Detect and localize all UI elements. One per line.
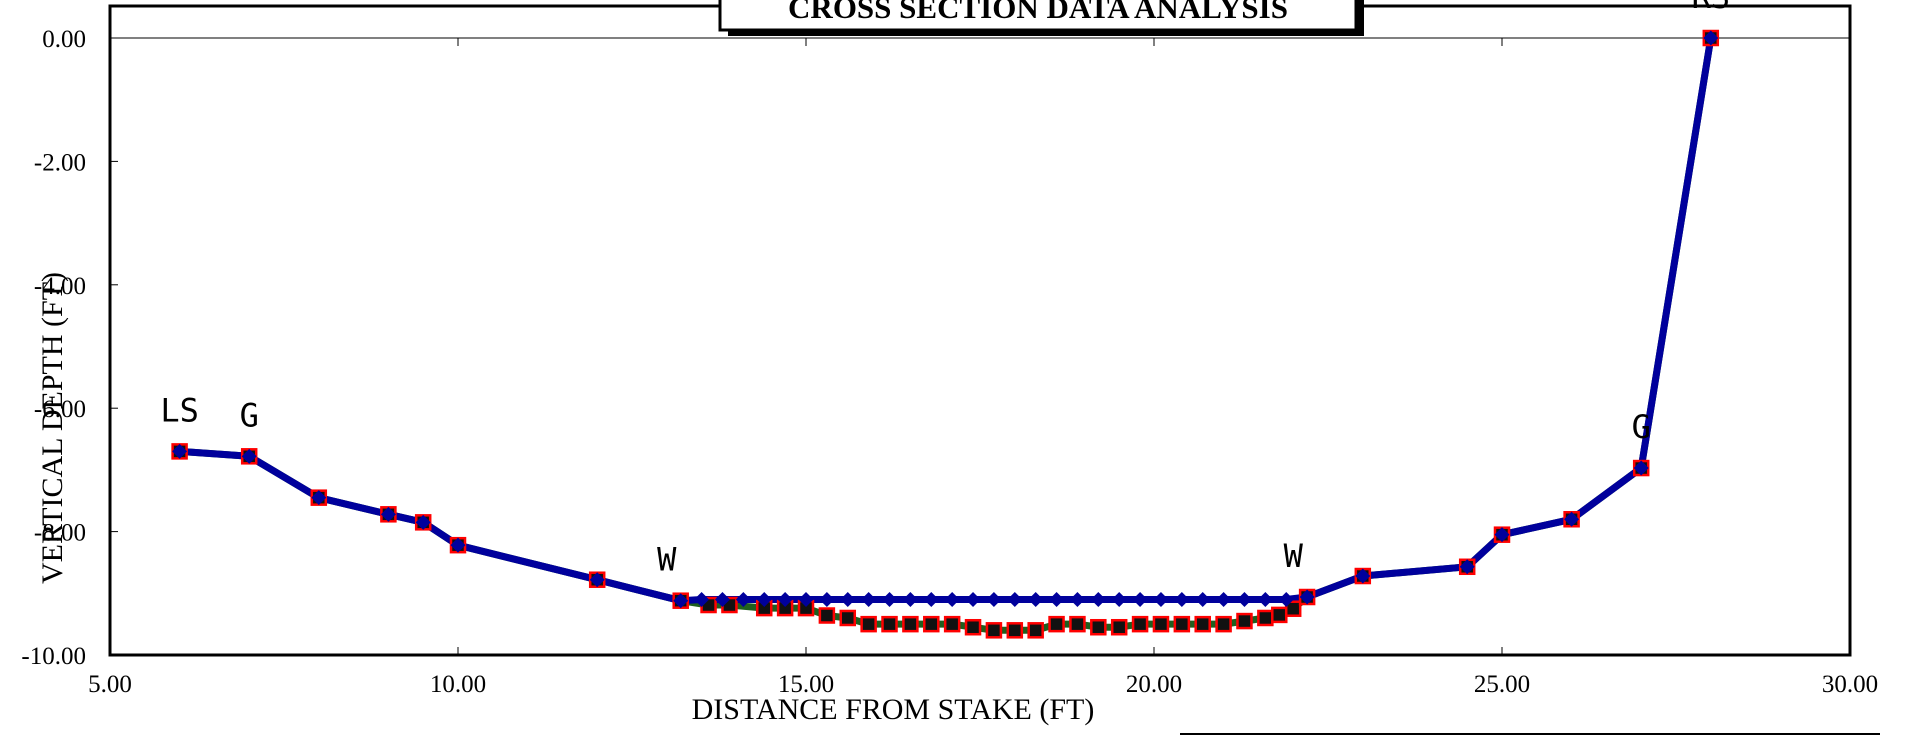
x-tick-label: 15.00 [778,671,834,698]
series-1-point [1027,622,1044,639]
series-2-point [1257,591,1273,607]
series-2-point [1028,591,1044,607]
series-1-point [1173,615,1191,633]
x-tick-label: 30.00 [1822,671,1878,698]
series-2-point [1111,591,1127,607]
series-2-point [673,593,689,609]
series-1-point [902,615,919,633]
series-1-point [985,622,1003,639]
x-axis-title: DISTANCE FROM STAKE (FT) [692,693,1095,726]
y-tick-label: -8.00 [34,520,86,547]
annotation-label: W [657,541,677,579]
series-2-point [882,591,898,607]
series-2-point [1132,591,1148,607]
series-1-point [1271,606,1288,624]
series-2-point [714,591,730,607]
series-1-point [1048,615,1065,633]
series-1-point [839,609,857,627]
series-1-point [860,615,877,633]
series-1-point [943,615,961,633]
series-2-point [1049,591,1065,607]
series-2-point [311,490,327,506]
series-2-point [944,591,960,607]
series-1-point [1215,615,1232,633]
y-tick-label: -2.00 [34,149,86,176]
series-2-point [1299,589,1315,605]
y-tick-label: 0.00 [42,26,86,53]
y-axis-title: VERTICAL DEPTH (FT) [36,272,69,584]
series-2-point [819,591,835,607]
series-2-point [1153,591,1169,607]
series-1-point [1194,615,1211,633]
series-2-point [1090,591,1106,607]
series-2-point [986,591,1002,607]
series-1-point [1110,618,1128,636]
series-1-point [1257,609,1274,627]
annotation-label: W [1284,537,1304,575]
axis-ticks: 5.00 10.00 15.00 20.00 25.00 30.00 0.00 -2.00 -4… [21,26,1878,698]
series-2-point [756,591,772,607]
series-1-point [964,618,982,636]
series-2-point [1174,591,1190,607]
series-2-point [902,591,918,607]
series-2-point [1278,591,1294,607]
series-2-point [1459,559,1475,575]
series-1-point [1131,615,1149,633]
series-2-point [735,591,751,607]
series-1-point [1090,618,1107,636]
series-1-point [1236,612,1253,630]
x-tick-label: 20.00 [1126,671,1182,698]
series-2-point [1355,568,1371,584]
annotation-label: LS [160,391,199,429]
series-2-point [1703,30,1719,46]
series-2-point [1494,527,1510,543]
series-2-point [450,537,466,553]
x-tick-label: 10.00 [430,671,486,698]
annotation-label: G [1632,408,1651,446]
series-1-point [881,615,898,633]
annotations-layer: LS G W W G RS [160,0,1730,579]
series-layer [171,29,1720,639]
series-1-point [923,615,940,633]
series-2-point [415,514,431,530]
series-2-point [861,591,877,607]
series-2-point [1069,591,1085,607]
series-1-point [1284,600,1302,617]
title-box: CROSS SECTION DATA ANALYSIS [718,0,1364,36]
series-2-point [965,591,981,607]
series-2-point [1564,511,1580,527]
series-2-point [1195,591,1211,607]
series-2-point [1216,591,1232,607]
y-tick-label: -4.00 [34,273,86,300]
series-1-point [818,607,836,624]
series-2-point [241,448,257,464]
y-tick-label: -6.00 [34,396,86,423]
series-2-point [1236,591,1252,607]
series-1-point [1069,615,1086,633]
series-2-point [172,443,188,459]
annotation-label: G [240,396,259,434]
plot-frame [108,4,1852,657]
series-2-point [380,506,396,522]
series-2-point [923,591,939,607]
series-2-point [589,572,605,588]
chart-title: CROSS SECTION DATA ANALYSIS [788,0,1288,25]
x-tick-label: 5.00 [88,671,132,698]
series-2-point [777,591,793,607]
series-2-point [840,591,856,607]
series-1-point [1006,622,1024,639]
series-1-point [1152,615,1170,633]
series-2-point [798,591,814,607]
x-tick-label: 25.00 [1474,671,1530,698]
annotation-label: RS [1692,0,1731,16]
series-2-point [1633,460,1649,476]
series-2-point [1007,591,1023,607]
y-tick-label: -10.00 [21,643,86,670]
series-2-point [694,591,710,607]
